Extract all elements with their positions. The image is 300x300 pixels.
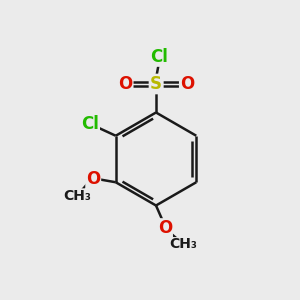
Text: O: O — [180, 75, 194, 93]
Text: O: O — [158, 219, 172, 237]
Text: Cl: Cl — [81, 115, 99, 133]
Text: O: O — [118, 75, 132, 93]
Text: S: S — [150, 75, 162, 93]
Text: Cl: Cl — [150, 48, 168, 66]
Text: CH₃: CH₃ — [63, 189, 91, 203]
Text: O: O — [86, 170, 100, 188]
Text: CH₃: CH₃ — [169, 238, 197, 251]
